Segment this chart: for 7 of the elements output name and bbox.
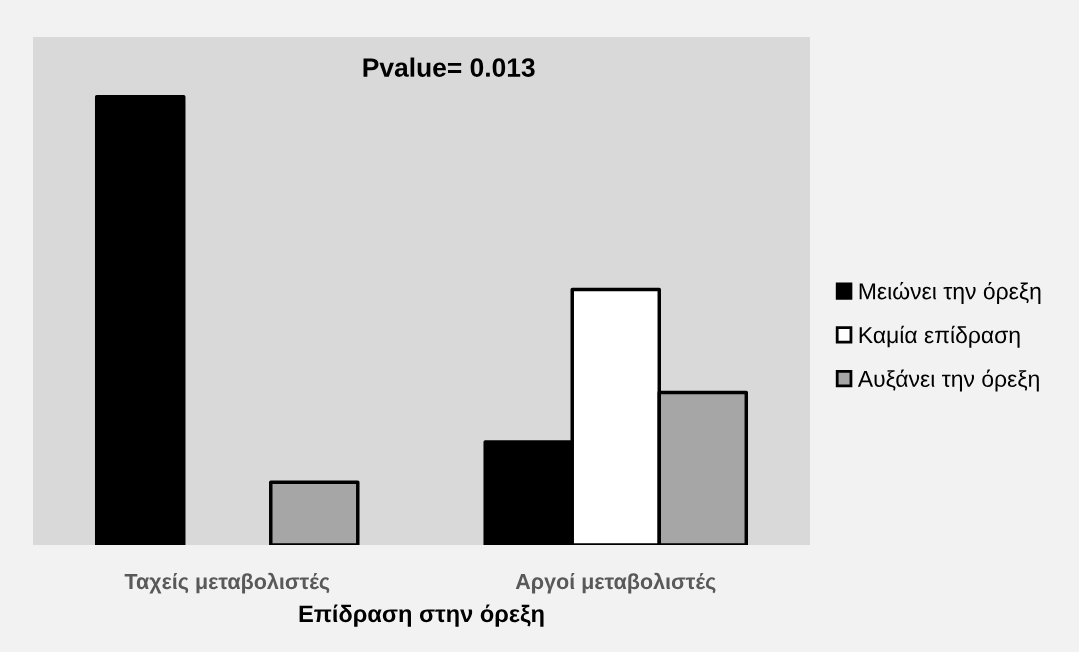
x-tick-label: Αργοί μεταβολιστές xyxy=(515,572,716,594)
legend-label: Αυξάνει την όρεξη xyxy=(857,369,1039,392)
x-axis-title: Επίδραση στην όρεξη xyxy=(299,604,544,627)
chart-title: Pvalue= 0.013 xyxy=(363,57,535,77)
legend-label: Μειώνει την όρεξη xyxy=(859,281,1041,304)
legend-label: Καμία επίδραση xyxy=(859,325,1020,348)
x-tick-label: Ταχείς μεταβολιστές xyxy=(124,572,330,594)
